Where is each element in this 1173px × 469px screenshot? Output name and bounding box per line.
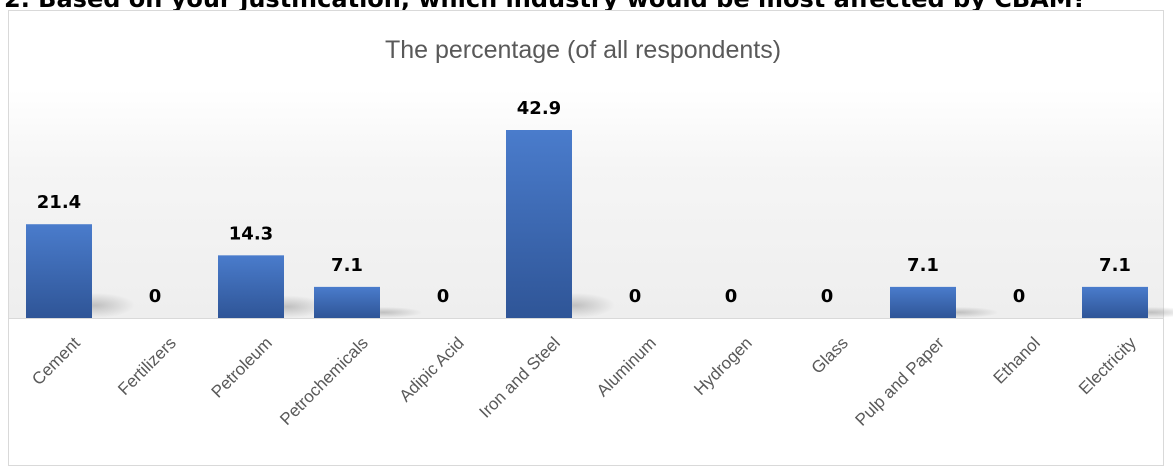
bar-cement (26, 224, 92, 318)
value-label-petroleum: 14.3 (229, 223, 273, 244)
value-label-ethanol: 0 (1013, 286, 1026, 307)
value-label-adipic-acid: 0 (437, 286, 450, 307)
bar-iron-and-steel (506, 130, 572, 318)
value-label-cement: 21.4 (37, 192, 81, 213)
tick-label-cement: Cement (28, 333, 84, 389)
plot-background-band (9, 90, 1163, 318)
bar-electricity (1082, 286, 1148, 318)
value-label-electricity: 7.1 (1099, 255, 1131, 276)
value-label-pulp-and-paper: 7.1 (907, 255, 939, 276)
value-label-iron-and-steel: 42.9 (517, 98, 561, 119)
value-label-hydrogen: 0 (725, 286, 738, 307)
chart-title: The percentage (of all respondents) (385, 36, 781, 64)
bar-petrochemicals (314, 286, 380, 318)
value-label-petrochemicals: 7.1 (331, 255, 363, 276)
tick-label-glass: Glass (808, 333, 852, 377)
value-label-fertilizers: 0 (149, 286, 162, 307)
tick-label-adipic-acid: Adipic Acid (396, 333, 468, 405)
tick-label-ethanol: Ethanol (990, 333, 1044, 387)
value-label-aluminum: 0 (629, 286, 642, 307)
value-label-glass: 0 (821, 286, 834, 307)
bar-pulp-and-paper (890, 286, 956, 318)
tick-label-hydrogen: Hydrogen (690, 333, 756, 399)
tick-label-fertilizers: Fertilizers (114, 333, 180, 399)
tick-label-iron-and-steel: Iron and Steel (476, 333, 564, 421)
tick-label-pulp-and-paper: Pulp and Paper (852, 333, 949, 430)
question-heading: 2. Based on your justification, which in… (4, 0, 1173, 12)
tick-label-electricity: Electricity (1075, 333, 1140, 398)
tick-label-petroleum: Petroleum (208, 333, 276, 401)
bar-petroleum (218, 255, 284, 318)
tick-label-aluminum: Aluminum (593, 333, 660, 400)
tick-label-petrochemicals: Petrochemicals (276, 333, 372, 429)
